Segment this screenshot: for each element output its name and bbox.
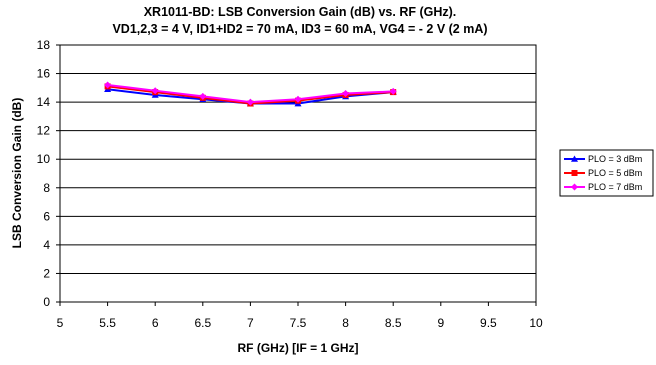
legend-entries: PLO = 3 dBm PLO = 5 dBm PLO = 7 dBm (564, 154, 642, 192)
y-tick-label: 12 (37, 124, 51, 138)
x-tick-label: 7 (247, 316, 254, 330)
y-axis-title: LSB Conversion Gain (dB) (10, 98, 24, 249)
legend-label: PLO = 7 dBm (588, 182, 642, 192)
data-point (571, 155, 578, 162)
data-point (151, 87, 159, 95)
x-axis-title: RF (GHz) [IF = 1 GHz] (238, 341, 359, 355)
x-tick-label: 6 (152, 316, 159, 330)
chart-title-line2: VD1,2,3 = 4 V, ID1+ID2 = 70 mA, ID3 = 60… (112, 22, 487, 36)
data-point (342, 90, 350, 98)
y-tick-label: 2 (43, 266, 50, 280)
chart-title-line1: XR1011-BD: LSB Conversion Gain (dB) vs. … (144, 5, 457, 19)
x-tick-label: 9.5 (480, 316, 497, 330)
plot-area (59, 44, 537, 303)
data-point (104, 81, 112, 89)
x-tick-label: 8 (342, 316, 349, 330)
x-tick-label: 6.5 (194, 316, 211, 330)
data-point (294, 95, 302, 103)
y-tick-label: 16 (37, 67, 51, 81)
series-layer (104, 81, 397, 107)
y-tick-label: 6 (43, 209, 50, 223)
legend-label: PLO = 5 dBm (588, 168, 642, 178)
y-tick-label: 0 (43, 295, 50, 309)
gridlines (60, 73, 536, 274)
x-tick-label: 7.5 (290, 316, 307, 330)
data-point (246, 98, 254, 106)
legend-label: PLO = 3 dBm (588, 154, 642, 164)
data-point (571, 183, 578, 191)
y-tick-label: 8 (43, 181, 50, 195)
axes: 0 2 4 6 8 10 12 14 16 18 5 5.5 6 6.5 7 7.5 8 8.5 9 9.5 10 (37, 38, 543, 330)
data-point (389, 87, 397, 95)
y-tick-label: 14 (37, 95, 51, 109)
x-tick-label: 5.5 (99, 316, 116, 330)
y-tick-label: 18 (37, 38, 51, 52)
data-point (571, 170, 578, 176)
y-tick-label: 4 (43, 238, 50, 252)
x-tick-label: 8.5 (385, 316, 402, 330)
legend: PLO = 3 dBm PLO = 5 dBm PLO = 7 dBm (559, 149, 654, 197)
x-tick-label: 9 (437, 316, 444, 330)
x-tick-label: 10 (529, 316, 543, 330)
x-tick-label: 5 (57, 316, 64, 330)
data-point (199, 92, 207, 100)
y-tick-label: 10 (37, 152, 51, 166)
